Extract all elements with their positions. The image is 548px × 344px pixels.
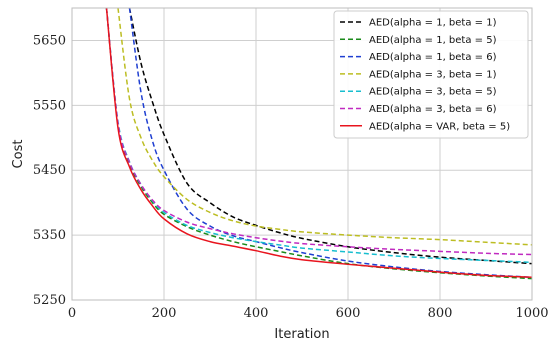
y-axis-ticks: 5250 5350 5450 5550 5650 (33, 33, 66, 308)
legend: AED(alpha = 1, beta = 1) AED(alpha = 1, b… (333, 10, 529, 139)
y-tick-label: 5250 (33, 293, 66, 308)
legend-label: AED(alpha = 1, beta = 5) (369, 35, 497, 46)
series-lines (105, 8, 532, 280)
y-axis-label: Cost (11, 140, 26, 169)
x-tick-label: 800 (428, 306, 453, 321)
x-axis-ticks: 0 200 400 600 800 1000 (68, 306, 548, 321)
legend-label: AED(alpha = VAR, beta = 5) (369, 121, 510, 132)
series-line-5 (105, 8, 532, 264)
legend-label: AED(alpha = 1, beta = 6) (369, 52, 497, 63)
x-tick-label: 600 (336, 306, 361, 321)
y-tick-label: 5450 (33, 163, 66, 178)
y-tick-label: 5550 (33, 98, 66, 113)
x-tick-label: 400 (244, 306, 269, 321)
legend-box (333, 10, 529, 139)
plot-frame (71, 7, 533, 301)
legend-label: AED(alpha = 3, beta = 1) (369, 69, 497, 80)
series-line-7 (105, 8, 532, 279)
x-tick-label: 0 (68, 306, 76, 321)
x-tick-label: 1000 (515, 306, 548, 321)
x-axis-label: Iteration (274, 327, 329, 342)
legend-label: AED(alpha = 3, beta = 6) (369, 104, 497, 115)
series-line-4 (117, 8, 532, 246)
legend-label: AED(alpha = 3, beta = 5) (369, 87, 497, 98)
series-line-6 (105, 8, 532, 256)
legend-label: AED(alpha = 1, beta = 1) (369, 18, 497, 29)
y-tick-label: 5350 (33, 228, 66, 243)
y-tick-label: 5650 (33, 33, 66, 48)
x-tick-label: 200 (152, 306, 177, 321)
